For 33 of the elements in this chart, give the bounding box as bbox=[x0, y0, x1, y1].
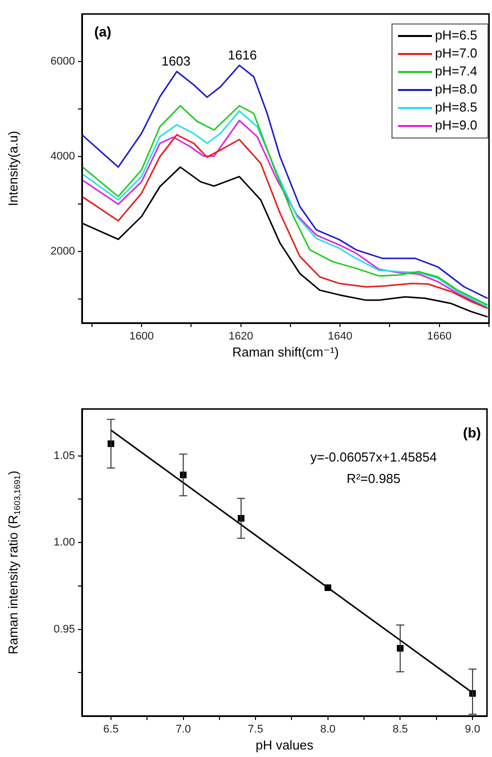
y-tick-label: 0.95 bbox=[54, 623, 75, 636]
x-tick-label: 8.5 bbox=[392, 724, 408, 736]
y-tick-label: 2000 bbox=[50, 246, 75, 258]
legend-label: pH=9.0 bbox=[435, 118, 478, 133]
y-tick-label: 1.00 bbox=[54, 536, 75, 549]
legend-label: pH=7.0 bbox=[435, 46, 478, 61]
x-tick-label: 1640 bbox=[328, 330, 352, 343]
x-tick-label: 1600 bbox=[129, 330, 154, 343]
legend-label: pH=7.4 bbox=[435, 64, 478, 79]
legend-label: pH=8.5 bbox=[435, 100, 478, 115]
legend-label: pH=6.5 bbox=[435, 28, 478, 43]
x-tick-label: 1660 bbox=[427, 330, 452, 343]
y-tick-label: 1.05 bbox=[54, 450, 75, 462]
point bbox=[324, 584, 332, 591]
y-tick-label: 4000 bbox=[50, 150, 75, 163]
legend-label: pH=8.0 bbox=[435, 82, 478, 97]
annotation: R²=0.985 bbox=[346, 471, 401, 486]
y-axis-title: Raman intensity ratio (R1603,1691) bbox=[6, 470, 22, 654]
annotation: (b) bbox=[463, 424, 481, 440]
x-tick-label: 7.5 bbox=[248, 724, 264, 736]
x-tick-label: 6.5 bbox=[103, 724, 119, 736]
y-tick-label: 6000 bbox=[50, 56, 75, 68]
x-axis-title: pH values bbox=[256, 738, 314, 753]
x-tick-label: 9.0 bbox=[464, 724, 480, 736]
x-tick-label: 7.0 bbox=[176, 724, 191, 736]
y-axis-title: Intensity(a.u) bbox=[6, 130, 21, 206]
annotation: 1616 bbox=[228, 47, 257, 62]
annotation: (a) bbox=[94, 23, 112, 40]
x-axis-title: Raman shift(cm⁻¹) bbox=[232, 344, 339, 360]
x-tick-label: 8.0 bbox=[320, 724, 336, 736]
x-tick-label: 1620 bbox=[228, 330, 254, 343]
annotation: 1603 bbox=[162, 53, 190, 68]
annotation: y=-0.06057x+1.45854 bbox=[310, 450, 437, 465]
